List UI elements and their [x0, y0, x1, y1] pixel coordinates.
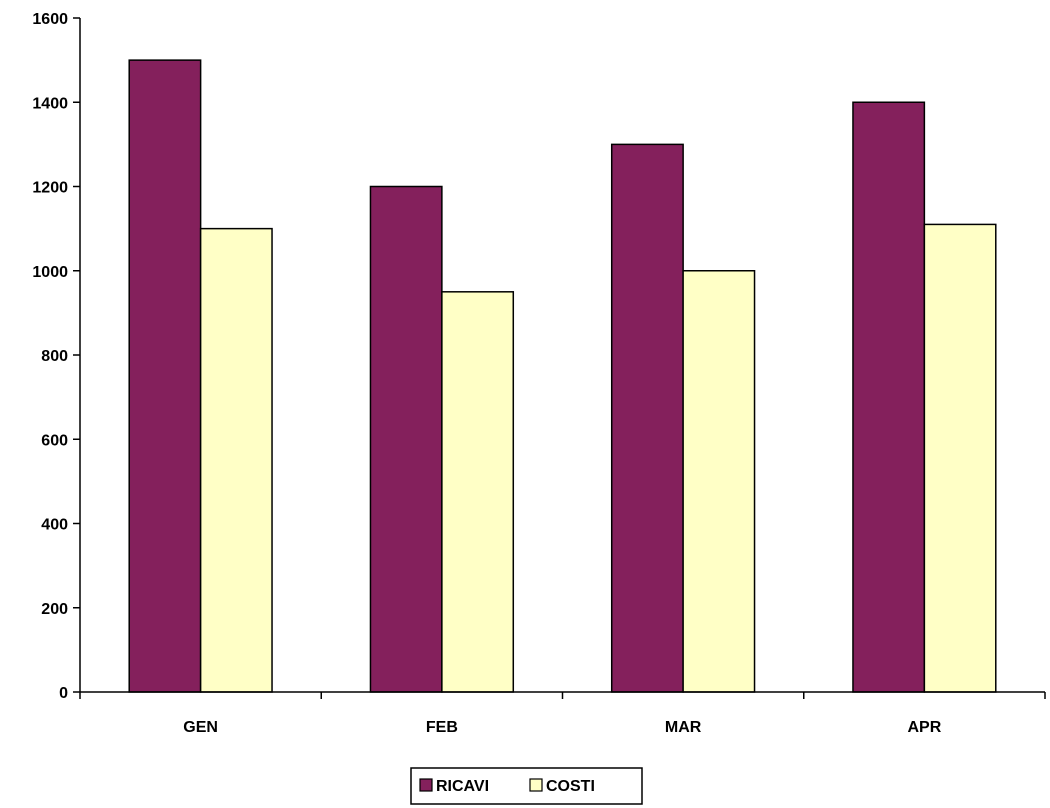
y-tick-label: 1200: [32, 180, 68, 197]
y-tick-label: 400: [41, 517, 68, 534]
y-tick-label: 1400: [32, 95, 68, 112]
bar-ricavi-gen: [128, 59, 202, 693]
y-tick-label: 600: [41, 432, 68, 449]
bar-costi-apr: [923, 223, 997, 693]
x-tick-label: GEN: [183, 719, 218, 736]
y-tick-label: 0: [59, 685, 68, 702]
legend-box: [410, 767, 643, 805]
legend: RICAVI COSTI: [410, 767, 643, 805]
y-tick-label: 1600: [32, 11, 68, 28]
x-tick-label: MAR: [665, 719, 702, 736]
y-tick-label: 800: [41, 348, 68, 365]
bars: [128, 59, 997, 693]
bar-costi-mar: [682, 270, 756, 693]
bar-ricavi-mar: [610, 143, 684, 693]
legend-swatch-costi: [529, 778, 543, 792]
bar-ricavi-apr: [852, 101, 926, 693]
legend-swatch-ricavi: [419, 778, 433, 792]
y-tick-label: 200: [41, 601, 68, 618]
x-tick-label: FEB: [426, 719, 458, 736]
legend-label-ricavi: RICAVI: [436, 778, 489, 795]
bar-costi-feb: [441, 291, 515, 693]
x-axis-ticks: GEN FEB MAR APR: [79, 692, 1046, 736]
x-tick-label: APR: [907, 719, 941, 736]
y-axis-ticks: 0 200 400 600 800 1000 1200 1400 1600: [32, 11, 80, 702]
bar-costi-gen: [199, 227, 273, 693]
bar-ricavi-feb: [369, 185, 443, 693]
legend-label-costi: COSTI: [546, 778, 595, 795]
y-tick-label: 1000: [32, 264, 68, 281]
